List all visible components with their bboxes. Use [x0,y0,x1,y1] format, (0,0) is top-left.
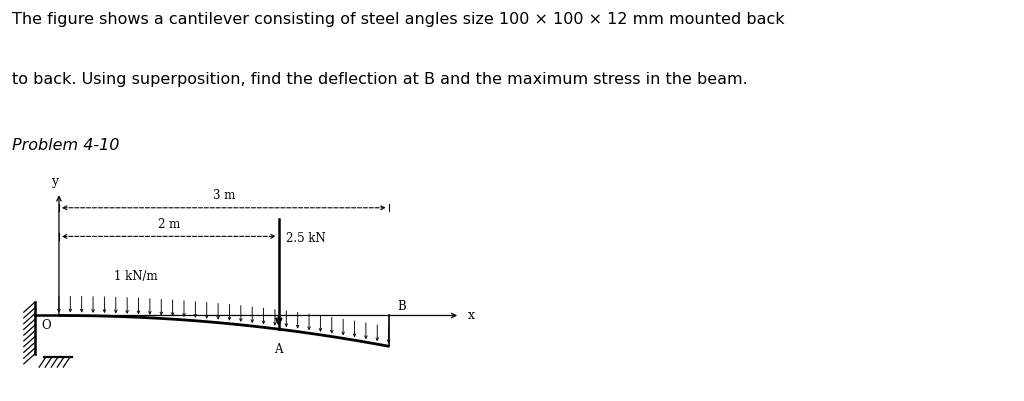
Text: The figure shows a cantilever consisting of steel angles size 100 × 100 × 12 mm : The figure shows a cantilever consisting… [12,12,785,27]
Text: 3 m: 3 m [213,189,234,202]
Text: A: A [274,343,283,356]
Text: 2 m: 2 m [158,218,180,231]
Text: B: B [397,300,407,313]
Text: 2.5 kN: 2.5 kN [287,232,327,245]
Text: Problem 4-10: Problem 4-10 [12,138,120,153]
Text: 1 kN/m: 1 kN/m [114,269,158,283]
Text: O: O [41,319,50,332]
Text: x: x [468,309,475,322]
Text: y: y [51,175,58,188]
Text: to back. Using superposition, find the deflection at B and the maximum stress in: to back. Using superposition, find the d… [12,72,749,87]
